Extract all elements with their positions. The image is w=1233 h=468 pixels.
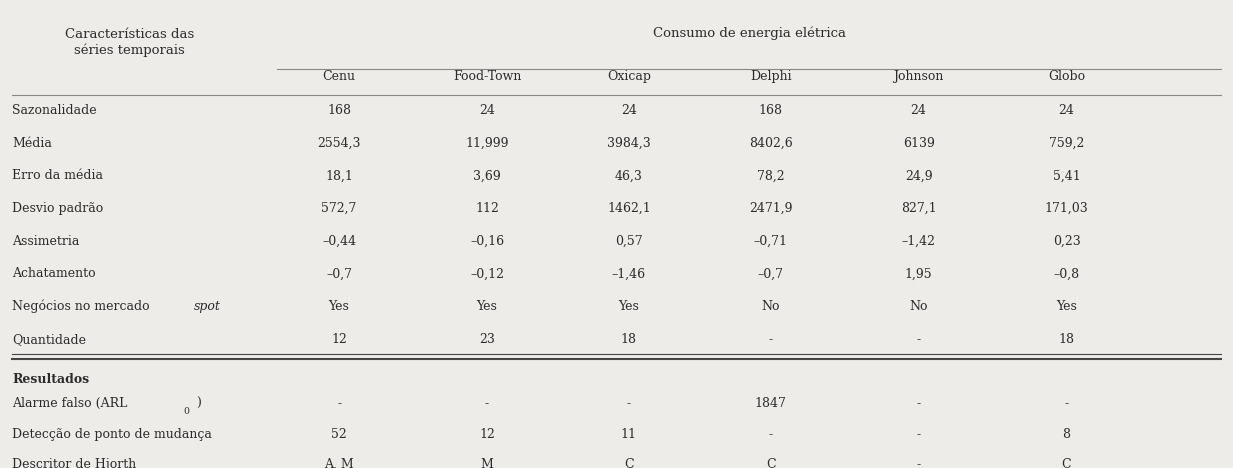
Text: -: - [916,458,921,468]
Text: -: - [768,333,773,346]
Text: 12: 12 [480,428,494,441]
Text: 5,41: 5,41 [1053,169,1080,183]
Text: 572,7: 572,7 [322,202,356,215]
Text: 24: 24 [621,104,636,117]
Text: Delphi: Delphi [750,70,792,83]
Text: 8: 8 [1063,428,1070,441]
Text: -: - [916,397,921,410]
Text: –0,16: –0,16 [470,235,504,248]
Text: 24: 24 [1059,104,1074,117]
Text: 3984,3: 3984,3 [607,137,651,150]
Text: No: No [761,300,780,313]
Text: Resultados: Resultados [12,373,90,386]
Text: 827,1: 827,1 [901,202,936,215]
Text: 171,03: 171,03 [1044,202,1089,215]
Text: 24: 24 [911,104,926,117]
Text: Sazonalidade: Sazonalidade [12,104,97,117]
Text: C: C [766,458,776,468]
Text: -: - [768,428,773,441]
Text: 52: 52 [332,428,346,441]
Text: spot: spot [194,300,221,313]
Text: –1,42: –1,42 [901,235,936,248]
Text: –0,8: –0,8 [1053,268,1080,280]
Text: -: - [626,397,631,410]
Text: –0,7: –0,7 [326,268,353,280]
Text: Yes: Yes [329,300,349,313]
Text: No: No [909,300,928,313]
Text: Assimetria: Assimetria [12,235,80,248]
Text: 23: 23 [480,333,494,346]
Text: 46,3: 46,3 [615,169,642,183]
Text: 759,2: 759,2 [1049,137,1084,150]
Text: Alarme falso (ARL: Alarme falso (ARL [12,397,128,410]
Text: 2554,3: 2554,3 [317,137,361,150]
Text: Consumo de energia elétrica: Consumo de energia elétrica [652,27,846,40]
Text: Detecção de ponto de mudança: Detecção de ponto de mudança [12,428,212,441]
Text: M: M [481,458,493,468]
Text: Johnson: Johnson [894,70,943,83]
Text: Oxicap: Oxicap [607,70,651,83]
Text: -: - [1064,397,1069,410]
Text: Negócios no mercado: Negócios no mercado [12,300,154,314]
Text: 24,9: 24,9 [905,169,932,183]
Text: 1,95: 1,95 [905,268,932,280]
Text: 168: 168 [758,104,783,117]
Text: 18: 18 [621,333,636,346]
Text: 0,57: 0,57 [615,235,642,248]
Text: A, M: A, M [324,458,354,468]
Text: Erro da média: Erro da média [12,169,104,183]
Text: Quantidade: Quantidade [12,333,86,346]
Text: Descritor de Hjorth: Descritor de Hjorth [12,458,137,468]
Text: Cenu: Cenu [323,70,355,83]
Text: C: C [624,458,634,468]
Text: Globo: Globo [1048,70,1085,83]
Text: 168: 168 [327,104,351,117]
Text: –0,44: –0,44 [322,235,356,248]
Text: 112: 112 [475,202,499,215]
Text: 1462,1: 1462,1 [607,202,651,215]
Text: 11,999: 11,999 [465,137,509,150]
Text: 0,23: 0,23 [1053,235,1080,248]
Text: 11: 11 [621,428,636,441]
Text: Food-Town: Food-Town [453,70,522,83]
Text: ): ) [196,397,201,410]
Text: 2471,9: 2471,9 [748,202,793,215]
Text: –1,46: –1,46 [612,268,646,280]
Text: 6139: 6139 [903,137,935,150]
Text: -: - [337,397,342,410]
Text: Média: Média [12,137,52,150]
Text: –0,7: –0,7 [757,268,784,280]
Text: 8402,6: 8402,6 [748,137,793,150]
Text: 18,1: 18,1 [326,169,353,183]
Text: Achatamento: Achatamento [12,268,96,280]
Text: 24: 24 [480,104,494,117]
Text: 78,2: 78,2 [757,169,784,183]
Text: Yes: Yes [477,300,497,313]
Text: Yes: Yes [619,300,639,313]
Text: 1847: 1847 [755,397,787,410]
Text: Yes: Yes [1057,300,1076,313]
Text: Desvio padrão: Desvio padrão [12,202,104,215]
Text: -: - [485,397,490,410]
Text: -: - [916,428,921,441]
Text: Características das
séries temporais: Características das séries temporais [65,28,194,57]
Text: 0: 0 [184,408,190,417]
Text: -: - [916,333,921,346]
Text: 12: 12 [332,333,346,346]
Text: –0,12: –0,12 [470,268,504,280]
Text: 18: 18 [1059,333,1074,346]
Text: –0,71: –0,71 [753,235,788,248]
Text: 3,69: 3,69 [473,169,501,183]
Text: C: C [1062,458,1071,468]
